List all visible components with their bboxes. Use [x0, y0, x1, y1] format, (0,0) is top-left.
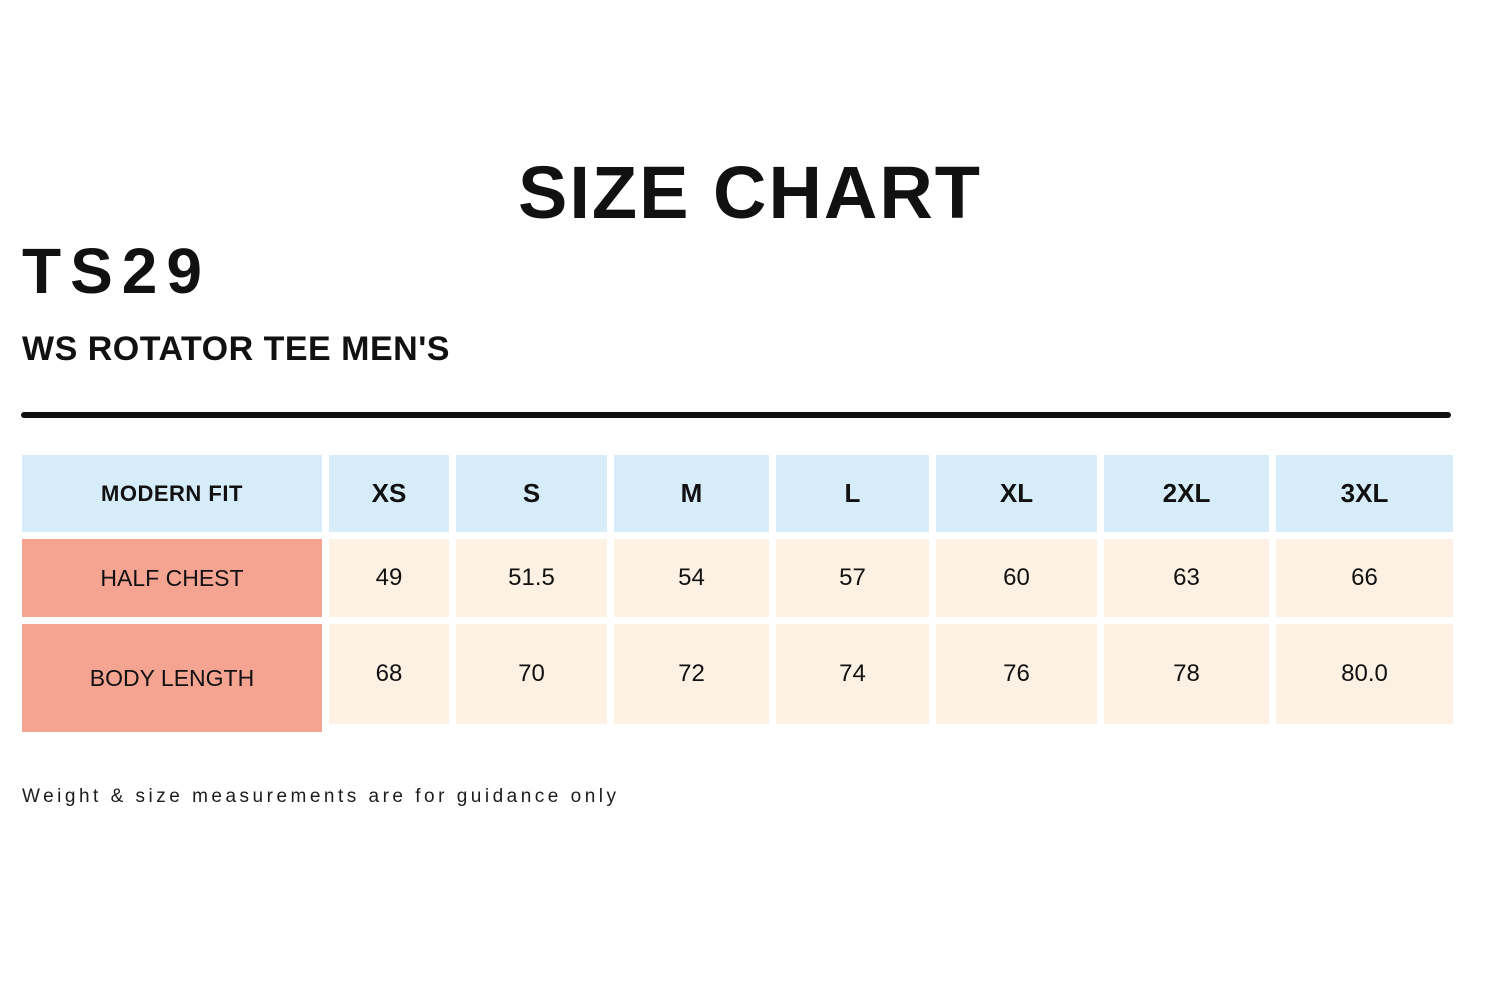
value-half-chest-3xl: 66: [1276, 539, 1453, 617]
row-label-half-chest: HALF CHEST: [22, 539, 322, 617]
header-cell-m: M: [614, 455, 769, 532]
header-cell-fit: MODERN FIT: [22, 455, 322, 532]
header-cell-s: S: [456, 455, 607, 532]
value-body-length-3xl: 80.0: [1276, 624, 1453, 724]
value-half-chest-m: 54: [614, 539, 769, 617]
header-cell-xl: XL: [936, 455, 1097, 532]
product-name: WS ROTATOR TEE MEN'S: [22, 330, 450, 368]
value-half-chest-2xl: 63: [1104, 539, 1269, 617]
value-body-length-l: 74: [776, 624, 929, 724]
header-cell-2xl: 2XL: [1104, 455, 1269, 532]
value-body-length-m: 72: [614, 624, 769, 724]
header-cell-l: L: [776, 455, 929, 532]
product-code: TS29: [22, 235, 211, 307]
value-body-length-2xl: 78: [1104, 624, 1269, 724]
value-half-chest-l: 57: [776, 539, 929, 617]
header-cell-xs: XS: [329, 455, 449, 532]
row-label-body-length: BODY LENGTH: [22, 624, 322, 732]
divider-line: [21, 412, 1451, 418]
value-body-length-s: 70: [456, 624, 607, 724]
footnote: Weight & size measurements are for guida…: [22, 786, 620, 807]
value-half-chest-xs: 49: [329, 539, 449, 617]
value-body-length-xl: 76: [936, 624, 1097, 724]
value-half-chest-s: 51.5: [456, 539, 607, 617]
value-body-length-xs: 68: [329, 624, 449, 724]
header-cell-3xl: 3XL: [1276, 455, 1453, 532]
value-half-chest-xl: 60: [936, 539, 1097, 617]
size-table: MODERN FIT XS S M L XL 2XL 3XL HALF CHES…: [22, 455, 1453, 732]
page-title: SIZE CHART: [518, 150, 982, 234]
